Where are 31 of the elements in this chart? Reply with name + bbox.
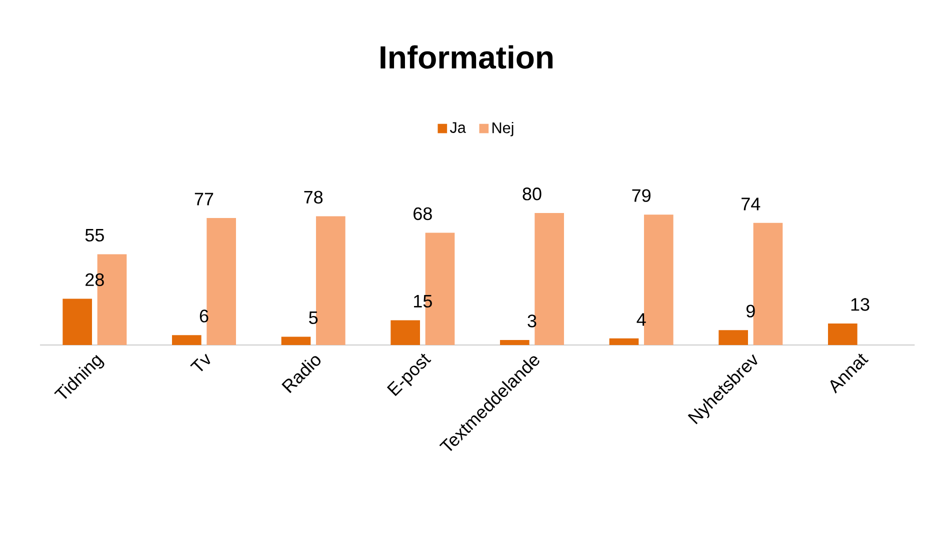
bar [609, 338, 639, 345]
bar [206, 218, 236, 345]
data-label: 55 [85, 228, 104, 242]
bar [281, 336, 311, 345]
bar [500, 340, 530, 345]
data-label: 74 [742, 198, 760, 210]
data-label: 3 [528, 314, 536, 328]
data-label: 77 [194, 192, 214, 206]
data-label: 78 [304, 190, 323, 204]
bar [534, 213, 564, 345]
bar [390, 320, 420, 345]
x-tick-label: Tv [190, 354, 210, 372]
data-label: 9 [746, 304, 755, 318]
bar [718, 330, 748, 345]
data-label: 79 [632, 189, 650, 202]
data-label: 28 [86, 273, 104, 286]
data-label: 13 [851, 298, 870, 311]
bar [62, 298, 92, 345]
bar [828, 324, 858, 345]
legend-label: Nej [492, 122, 514, 136]
legend-label: Ja [450, 122, 466, 133]
data-label: 6 [200, 310, 208, 322]
bar [753, 222, 783, 345]
bar [316, 216, 346, 345]
data-label: 15 [414, 294, 432, 308]
data-label: 80 [522, 188, 542, 200]
chart-title: Information [380, 45, 553, 69]
data-label: 68 [414, 207, 432, 220]
bar [172, 335, 202, 345]
data-label: 5 [309, 311, 318, 324]
data-label: 4 [636, 313, 646, 326]
